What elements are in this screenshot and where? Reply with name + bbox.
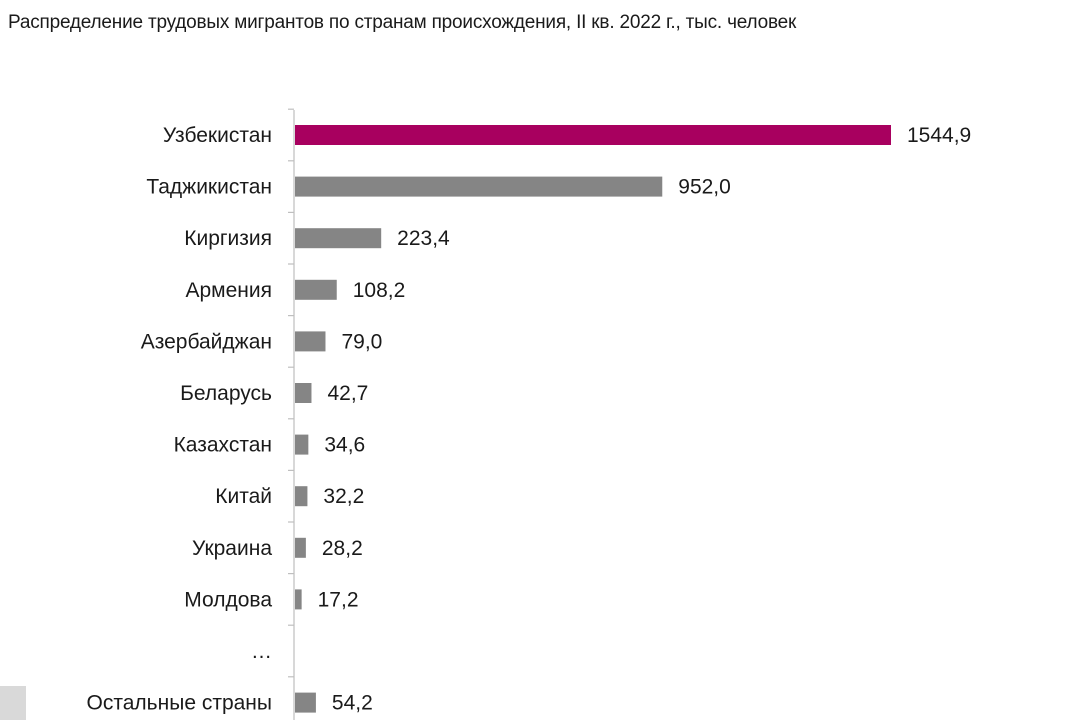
bar	[295, 692, 316, 713]
corner-mark	[0, 686, 26, 720]
bar	[295, 228, 382, 249]
data-label: 32,2	[323, 485, 364, 508]
bar	[295, 589, 302, 610]
bar	[295, 331, 326, 352]
bar	[295, 537, 306, 558]
category-label: Киргизия	[184, 227, 272, 250]
data-label: 54,2	[332, 692, 373, 715]
category-label: Китай	[215, 485, 272, 508]
category-label: Азербайджан	[141, 330, 272, 353]
data-label: 42,7	[327, 382, 368, 405]
bar	[295, 486, 308, 507]
bar	[295, 176, 663, 197]
category-label: Украина	[192, 537, 272, 560]
category-label: Таджикистан	[146, 176, 272, 199]
data-label: 952,0	[678, 176, 731, 199]
bar	[295, 125, 891, 145]
category-label: Остальные страны	[87, 692, 272, 715]
data-label: 28,2	[322, 537, 363, 560]
chart-title: Распределение трудовых мигрантов по стра…	[8, 12, 797, 33]
data-label: 79,0	[341, 330, 382, 353]
data-label: 1544,9	[907, 124, 971, 147]
data-label: 223,4	[397, 227, 450, 250]
category-label: …	[251, 640, 272, 663]
data-label: 34,6	[324, 434, 365, 457]
category-label: Молдова	[184, 588, 272, 611]
bar	[295, 279, 337, 300]
data-label: 17,2	[318, 588, 359, 611]
category-label: Беларусь	[180, 382, 272, 405]
bar	[295, 383, 312, 403]
bar	[295, 434, 309, 455]
data-label: 108,2	[353, 279, 406, 302]
category-label: Узбекистан	[163, 124, 272, 147]
category-label: Казахстан	[174, 434, 272, 457]
category-label: Армения	[185, 279, 272, 302]
